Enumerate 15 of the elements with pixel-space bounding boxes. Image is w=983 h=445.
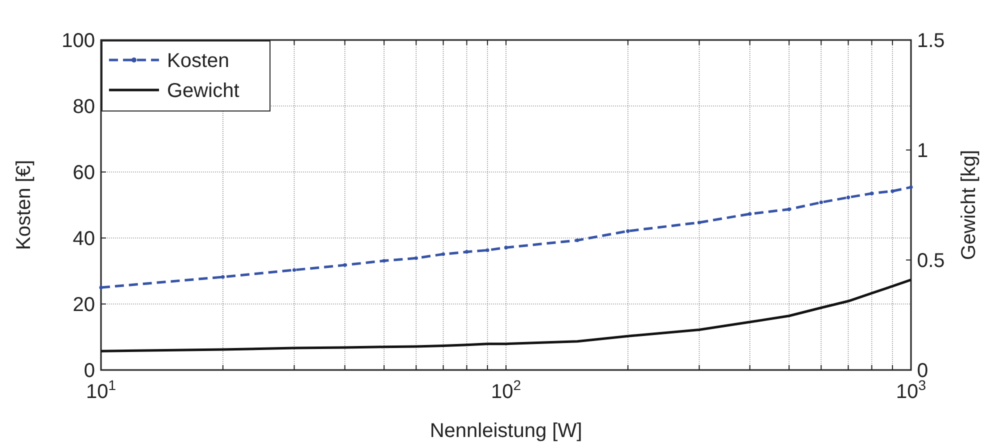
y-tick-label: 20 — [72, 294, 95, 316]
y2-axis-title: Gewicht [kg] — [958, 150, 980, 260]
y2-tick-label: 1 — [917, 140, 928, 162]
y-axis-title: Kosten [€] — [13, 160, 35, 250]
y2-tick-label: 0.5 — [917, 250, 945, 272]
x-tick-label: 10$^{3}$ — [896, 377, 926, 403]
y-tick-label: 60 — [72, 162, 95, 184]
y2-tick-label: 1.5 — [917, 30, 945, 52]
legend-label: Kosten — [167, 50, 230, 72]
y-tick-label: 40 — [72, 228, 95, 250]
legend-label: Gewicht — [167, 80, 240, 102]
y-tick-label: 80 — [72, 96, 95, 118]
x-tick-label: 10$^{2}$ — [490, 377, 522, 403]
x-axis-title: Nennleistung [W] — [430, 420, 582, 442]
y-tick-label: 100 — [62, 30, 95, 52]
